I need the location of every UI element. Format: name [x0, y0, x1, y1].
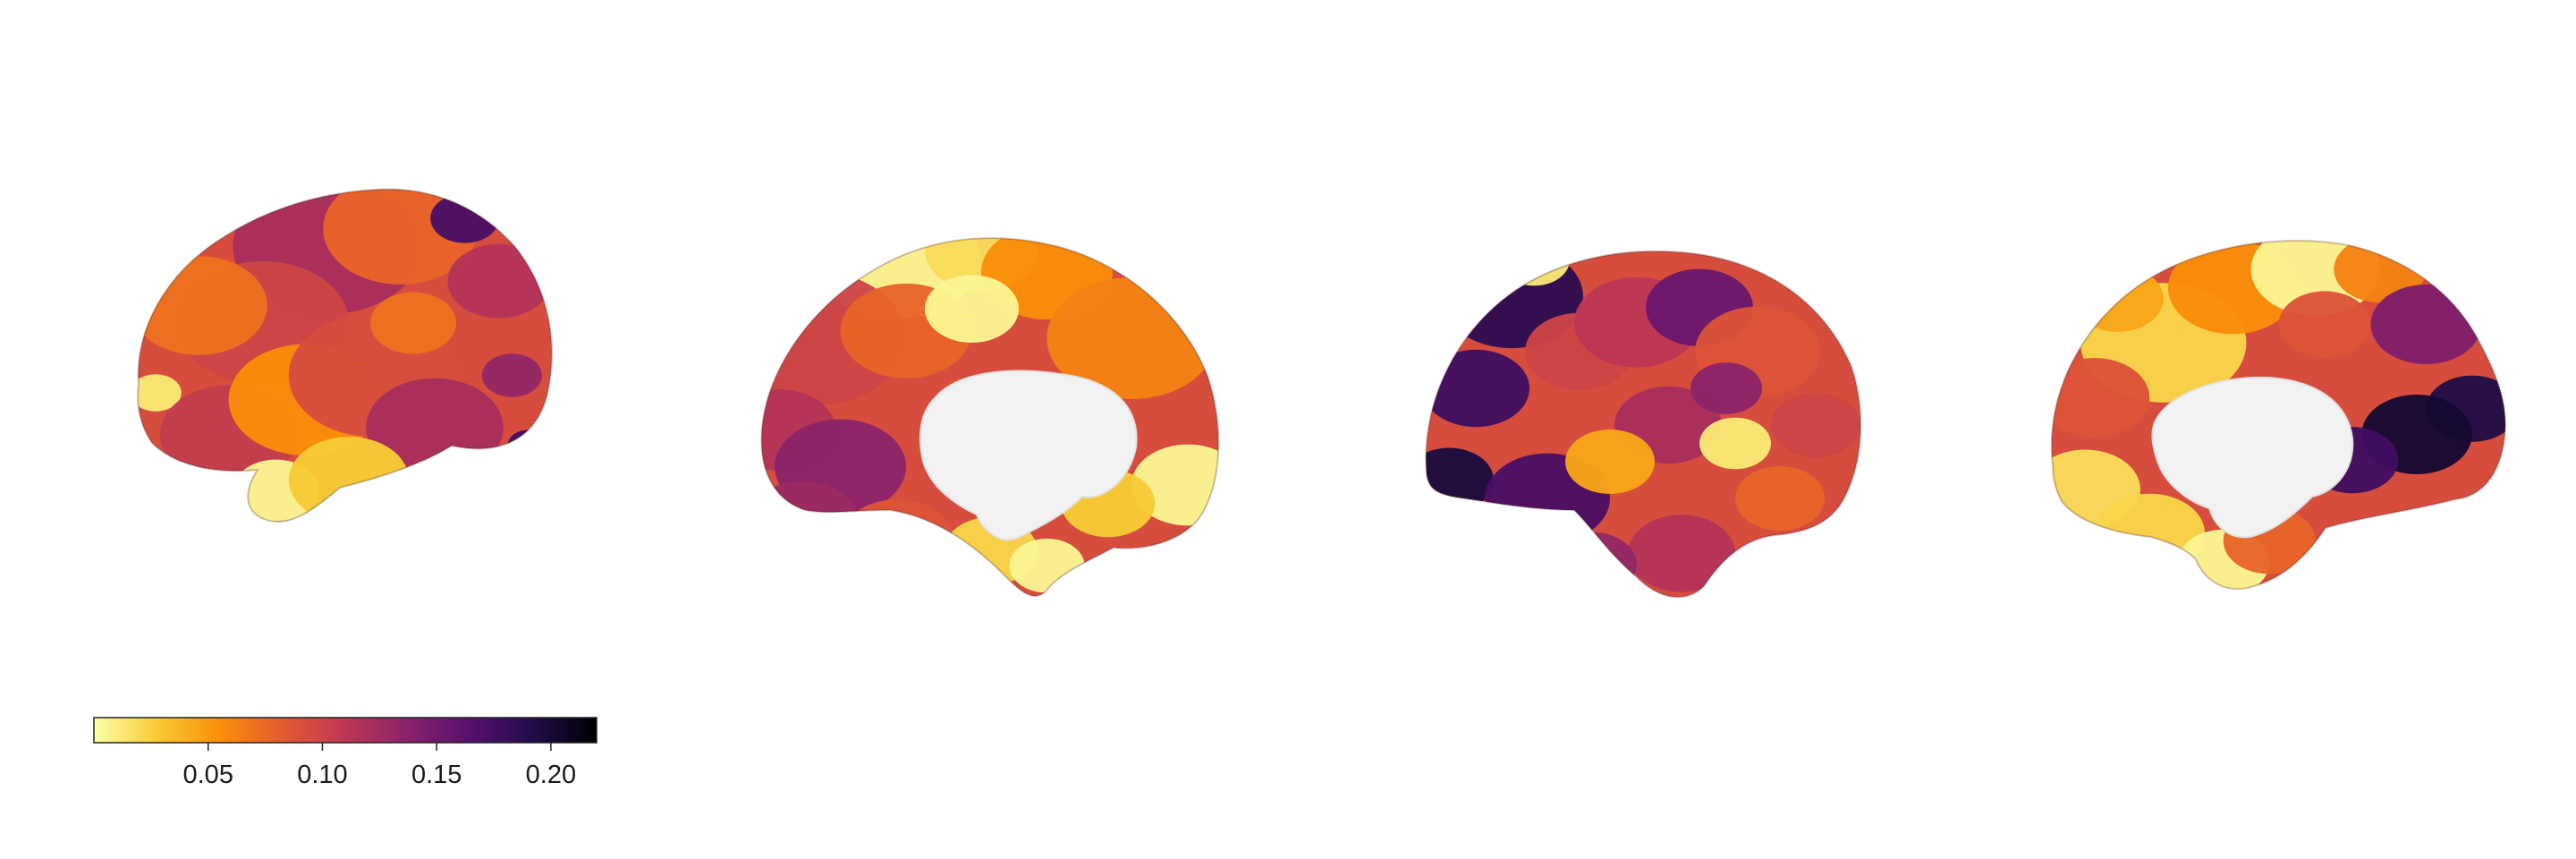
cortical-parcel — [925, 275, 1019, 344]
colorbar: 0.05 0.10 0.15 0.20 — [93, 717, 597, 789]
cortical-parcel — [1009, 538, 1085, 593]
cortical-parcel — [447, 243, 551, 319]
colorbar-gradient — [94, 718, 597, 743]
cortical-parcel — [138, 374, 182, 412]
cortical-parcel — [481, 353, 543, 397]
medial-wall — [2151, 376, 2354, 539]
cortical-parcel — [761, 481, 860, 563]
colorbar-tick-label: 0.20 — [526, 761, 576, 789]
cortical-parcel — [1690, 362, 1762, 414]
colorbar-tick-label: 0.05 — [183, 761, 233, 789]
colorbar-tick-label: 0.15 — [411, 761, 462, 789]
cortical-parcel — [323, 189, 479, 285]
cortical-parcel — [1565, 430, 1655, 494]
left-hemisphere-lateral-view — [137, 188, 553, 523]
cortical-parcel — [2278, 291, 2371, 358]
cortical-parcel — [1436, 525, 1543, 598]
cortical-parcel — [507, 430, 551, 461]
cortical-parcel — [1426, 349, 1530, 428]
cortical-parcel — [1735, 466, 1825, 531]
cortical-parcel — [2051, 358, 2150, 438]
cortical-parcel — [138, 256, 267, 355]
left-hemisphere-medial-view — [760, 237, 1220, 597]
medial-wall — [919, 370, 1138, 541]
cortical-parcel — [1628, 515, 1735, 592]
cortical-parcel — [1426, 447, 1494, 513]
colorbar-frame — [93, 717, 597, 744]
cortical-parcel — [288, 437, 410, 523]
right-hemisphere-medial-view — [2050, 240, 2506, 591]
cortical-parcel — [1771, 393, 1860, 457]
brain-views — [137, 188, 2506, 599]
cortical-parcel — [370, 292, 456, 354]
cortical-parcel — [1498, 251, 1570, 286]
right-hemisphere-lateral-view — [1425, 250, 1862, 599]
cortical-parcel — [2094, 493, 2206, 574]
cortical-parcel — [1699, 417, 1771, 470]
cortical-parcel — [2370, 285, 2482, 364]
cortical-parcel — [430, 193, 499, 243]
colorbar-tick-label: 0.10 — [297, 761, 347, 789]
cortical-parcel — [2071, 265, 2164, 332]
